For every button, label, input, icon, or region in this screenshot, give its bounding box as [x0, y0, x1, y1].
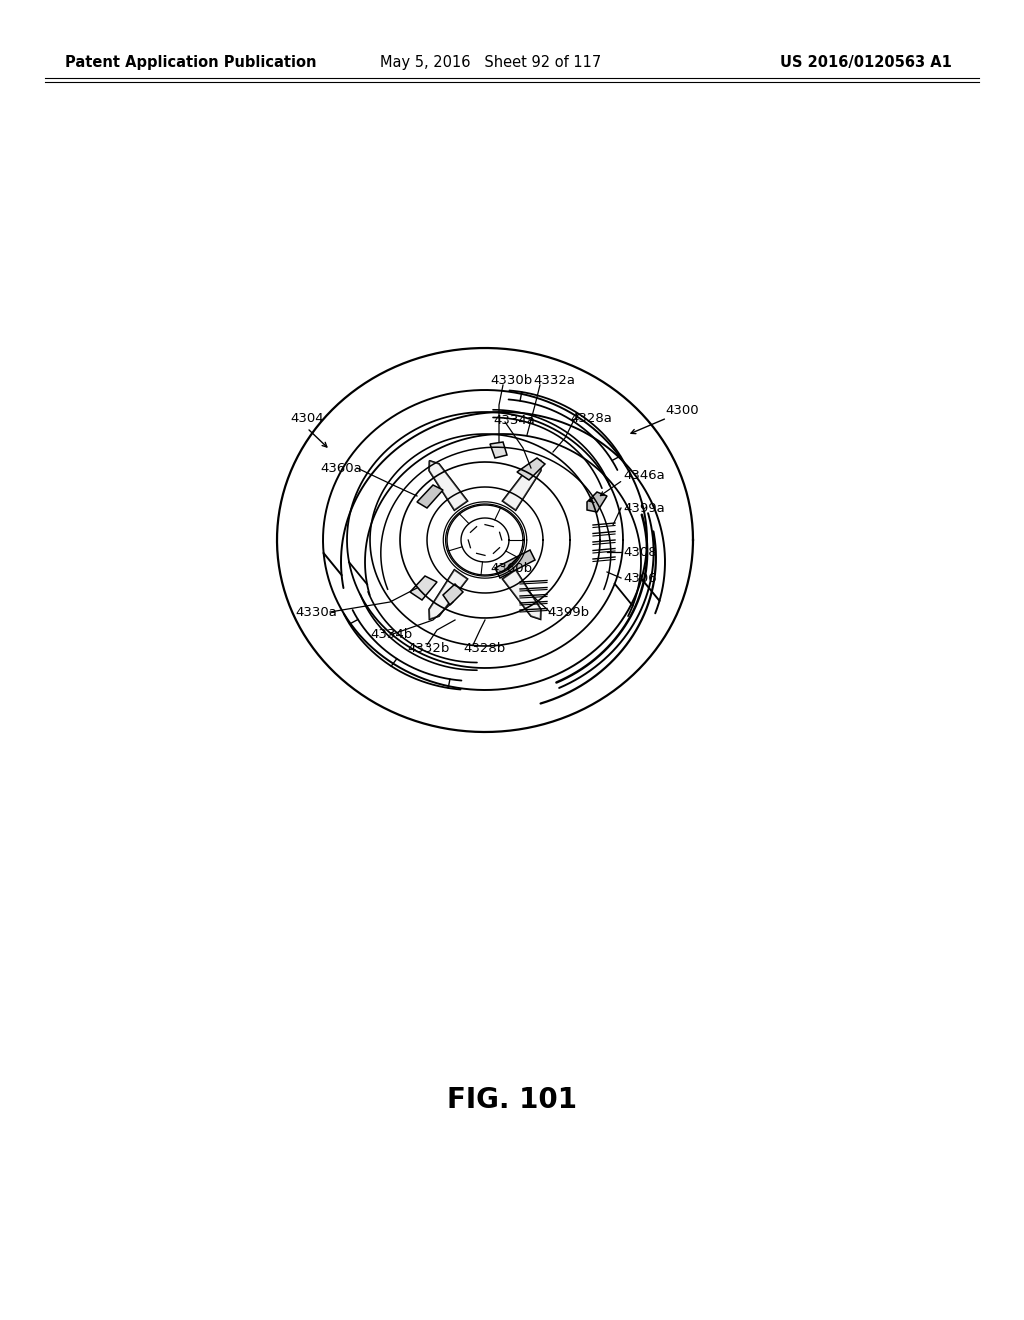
Text: 4334b: 4334b — [370, 628, 413, 642]
Polygon shape — [429, 570, 468, 619]
Text: 4332b: 4332b — [407, 642, 450, 655]
Text: 4346a: 4346a — [623, 469, 665, 482]
Polygon shape — [503, 570, 541, 619]
Polygon shape — [417, 484, 443, 508]
Polygon shape — [410, 576, 437, 601]
Text: 4308: 4308 — [623, 545, 656, 558]
Text: Patent Application Publication: Patent Application Publication — [65, 54, 316, 70]
Polygon shape — [517, 458, 545, 480]
Text: 4304: 4304 — [290, 412, 324, 425]
Polygon shape — [443, 583, 463, 605]
Text: May 5, 2016   Sheet 92 of 117: May 5, 2016 Sheet 92 of 117 — [380, 54, 601, 70]
Text: 4360b: 4360b — [490, 561, 532, 574]
Polygon shape — [429, 461, 468, 511]
Text: 4334a: 4334a — [493, 413, 535, 426]
Text: US 2016/0120563 A1: US 2016/0120563 A1 — [780, 54, 952, 70]
Polygon shape — [490, 442, 507, 458]
Text: FIG. 101: FIG. 101 — [447, 1086, 577, 1114]
Text: 4360a: 4360a — [319, 462, 361, 474]
Text: 4300: 4300 — [665, 404, 698, 417]
Text: 4332a: 4332a — [534, 374, 575, 387]
Text: 4328b: 4328b — [463, 642, 505, 655]
Text: 4399a: 4399a — [623, 502, 665, 515]
Polygon shape — [503, 461, 541, 511]
Polygon shape — [587, 492, 607, 512]
Text: 4328a: 4328a — [570, 412, 612, 425]
Text: 4330a: 4330a — [295, 606, 337, 619]
Text: 4306: 4306 — [623, 572, 656, 585]
Polygon shape — [495, 550, 535, 578]
Text: 4330b: 4330b — [490, 374, 532, 387]
Text: 4399b: 4399b — [547, 606, 589, 619]
